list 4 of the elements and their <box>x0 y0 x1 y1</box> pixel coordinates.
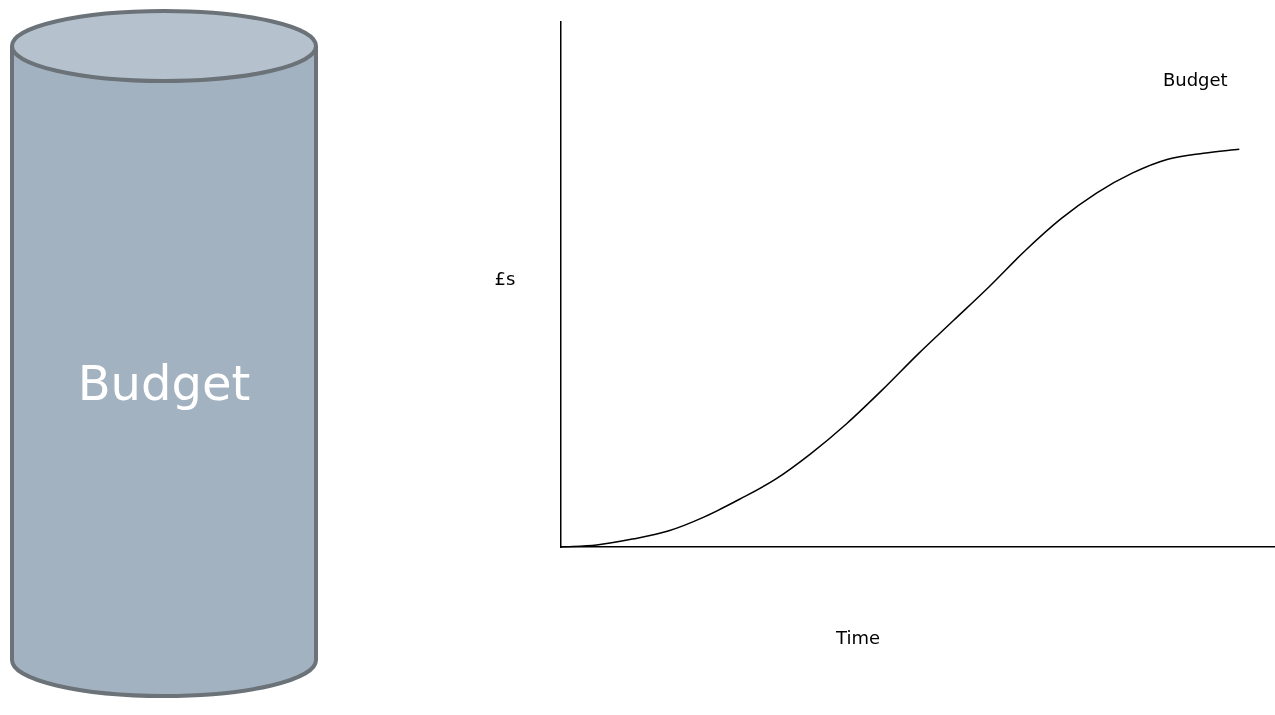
text: Budget <box>76 355 252 411</box>
text: Budget <box>1162 68 1228 90</box>
y-axis-title: £s <box>494 267 516 289</box>
x-axis-title: Time <box>834 626 881 648</box>
